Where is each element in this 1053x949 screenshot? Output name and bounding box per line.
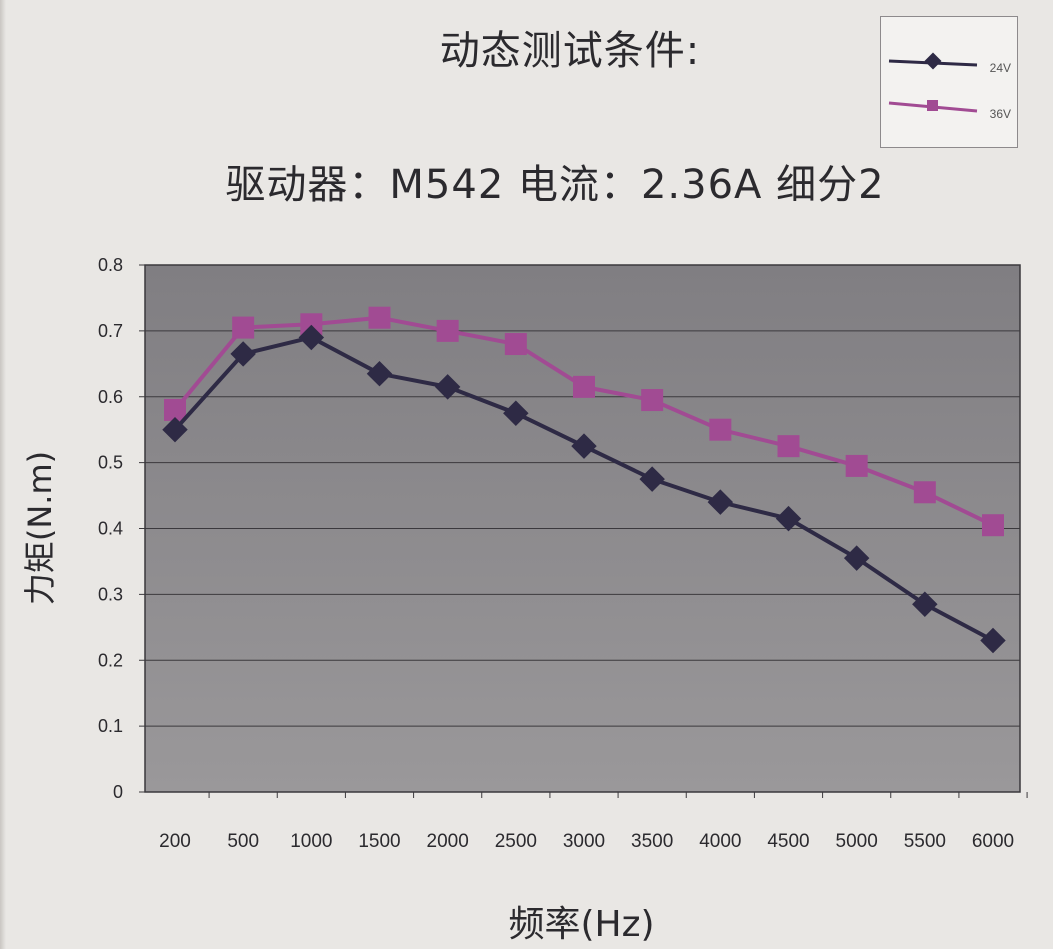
data-point-36v <box>300 313 323 336</box>
chart-subtitle: 驱动器：M542 电流：2.36A 细分2 <box>225 162 885 208</box>
data-point-36v <box>777 435 800 458</box>
x-tick-label: 4000 <box>699 831 741 852</box>
legend-item-24v: 24V <box>881 51 1017 81</box>
data-point-24v <box>298 324 325 351</box>
legend: 24V 36V <box>880 16 1018 148</box>
x-tick-label: 3500 <box>631 831 673 852</box>
data-point-24v <box>707 489 734 515</box>
y-tick-label: 0.6 <box>98 387 123 407</box>
y-tick-label: 0.8 <box>98 255 123 275</box>
data-point-24v <box>775 505 802 532</box>
data-point-36v <box>709 418 732 441</box>
x-tick-label: 6000 <box>972 831 1014 852</box>
x-tick-label: 5000 <box>836 831 878 852</box>
data-point-24v <box>366 360 393 387</box>
data-point-36v <box>845 454 868 477</box>
y-tick-label: 0.7 <box>98 321 123 341</box>
data-point-36v <box>368 306 391 329</box>
x-axis-label: 频率(Hz) <box>508 904 655 945</box>
data-point-36v <box>641 389 664 412</box>
x-tick-label: 1000 <box>290 831 332 852</box>
data-point-36v <box>164 398 186 421</box>
data-point-24v <box>980 627 1006 654</box>
data-point-36v <box>982 514 1004 537</box>
x-tick-label: 2500 <box>495 831 537 852</box>
y-tick-label: 0.2 <box>98 650 123 670</box>
x-tick-label: 2000 <box>427 831 469 852</box>
data-point-24v <box>912 591 938 617</box>
y-tick-label: 0.5 <box>98 453 123 473</box>
y-tick-label: 0.4 <box>98 519 123 539</box>
legend-label-36v: 36V <box>989 107 1011 121</box>
data-point-24v <box>230 341 256 367</box>
data-point-24v <box>434 374 461 400</box>
x-tick-label: 5500 <box>904 831 946 852</box>
y-tick-label: 0.3 <box>98 584 123 604</box>
x-tick-label: 3000 <box>563 831 605 852</box>
legend-label-24v: 24V <box>989 61 1011 75</box>
data-point-24v <box>639 466 665 492</box>
y-axis-label: 力矩(N.m) <box>21 450 59 606</box>
y-tick-label: 0 <box>113 782 123 802</box>
page-edge <box>0 0 6 949</box>
data-point-36v <box>913 481 936 504</box>
chart-title: 动态测试条件: <box>439 28 701 74</box>
data-point-36v <box>232 316 255 339</box>
data-point-24v <box>843 545 870 571</box>
data-point-24v <box>571 433 597 459</box>
data-point-24v <box>162 416 188 443</box>
y-tick-label: 0.1 <box>98 716 123 736</box>
x-tick-label: 200 <box>159 831 191 852</box>
legend-marker-24v <box>888 52 978 70</box>
data-point-36v <box>573 375 595 398</box>
x-tick-label: 1500 <box>358 831 400 852</box>
data-point-36v <box>436 319 459 342</box>
x-tick-label: 500 <box>227 831 259 852</box>
x-tick-label: 4500 <box>767 831 809 852</box>
legend-item-36v: 36V <box>881 97 1017 127</box>
data-point-36v <box>504 333 527 356</box>
legend-marker-36v <box>888 100 978 113</box>
